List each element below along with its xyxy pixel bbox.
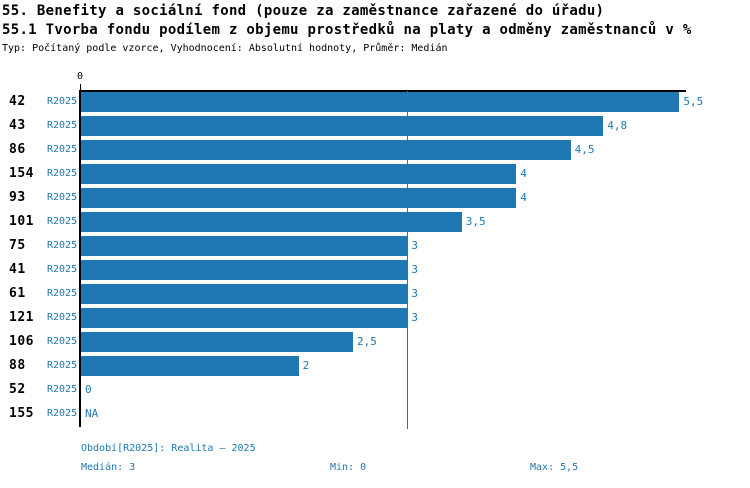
- value-bar: [81, 332, 353, 352]
- axis-top-line: [79, 90, 686, 92]
- value-bar: [81, 140, 571, 160]
- row-id-label: 42: [9, 94, 26, 109]
- row-id-label: 106: [9, 334, 34, 349]
- bar-value-label: 3: [411, 239, 419, 252]
- row-period-label: R2025: [47, 360, 78, 371]
- stat-median: Medián: 3: [81, 462, 136, 473]
- row-id-label: 121: [9, 310, 34, 325]
- row-period-label: R2025: [47, 96, 78, 107]
- row-id-label: 41: [9, 262, 26, 277]
- row-period-label: R2025: [47, 216, 78, 227]
- chart-row: 154 R2025 4: [0, 164, 750, 188]
- axis-vertical-line: [79, 90, 81, 427]
- row-id-label: 154: [9, 166, 34, 181]
- row-period-label: R2025: [47, 144, 78, 155]
- bar-value-label: 3: [411, 263, 419, 276]
- row-id-label: 52: [9, 382, 26, 397]
- axis-zero-tick-mark: [79, 84, 81, 90]
- bar-value-label: 2: [302, 359, 310, 372]
- bar-value-label: 4: [520, 167, 527, 180]
- value-bar: [81, 284, 408, 304]
- period-info: Období[R2025]: Realita – 2025: [81, 443, 256, 454]
- row-period-label: R2025: [47, 120, 78, 131]
- bar-value-label: 3: [411, 311, 419, 324]
- chart-row: 41 R2025 3: [0, 260, 750, 284]
- row-id-label: 88: [9, 358, 26, 373]
- stat-max: Max: 5,5: [530, 462, 579, 473]
- stat-min: Min: 0: [330, 462, 367, 473]
- row-id-label: 155: [9, 406, 34, 421]
- row-id-label: 43: [9, 118, 26, 133]
- row-period-label: R2025: [47, 336, 78, 347]
- chart-row: 42 R2025 5,5: [0, 92, 750, 116]
- value-bar: [81, 308, 408, 328]
- report-subtitle: 55.1 Tvorba fondu podílem z objemu prost…: [2, 22, 692, 38]
- value-bar: [81, 260, 408, 280]
- row-period-label: R2025: [47, 264, 78, 275]
- bar-value-label: 4: [520, 191, 527, 204]
- bar-value-label: 4,5: [574, 143, 595, 156]
- row-period-label: R2025: [47, 408, 78, 419]
- chart-row: 61 R2025 3: [0, 284, 750, 308]
- row-id-label: 93: [9, 190, 26, 205]
- bar-value-label: 3: [411, 287, 419, 300]
- chart-row: 88 R2025 2: [0, 356, 750, 380]
- bar-value-label: 0: [85, 383, 92, 396]
- value-bar: [81, 236, 408, 256]
- axis-zero-tick-label: 0: [76, 71, 84, 82]
- chart-row: 121 R2025 3: [0, 308, 750, 332]
- bar-value-label: 4,8: [607, 119, 628, 132]
- chart-row: 101 R2025 3,5: [0, 212, 750, 236]
- row-period-label: R2025: [47, 288, 78, 299]
- value-bar: [81, 356, 299, 376]
- report-title: 55. Benefity a sociální fond (pouze za z…: [2, 3, 605, 19]
- bar-value-label: 5,5: [683, 95, 704, 108]
- value-bar: [81, 116, 604, 136]
- row-period-label: R2025: [47, 312, 78, 323]
- value-bar: [81, 92, 680, 112]
- median-line: [406, 91, 409, 429]
- row-period-label: R2025: [47, 168, 78, 179]
- chart-row: 106 R2025 2,5: [0, 332, 750, 356]
- row-id-label: 61: [9, 286, 26, 301]
- bar-value-label: 2,5: [357, 335, 377, 348]
- row-period-label: R2025: [47, 192, 78, 203]
- chart-row: 43 R2025 4,8: [0, 116, 750, 140]
- chart-row: 52 R2025 0: [0, 380, 750, 404]
- row-id-label: 75: [9, 238, 26, 253]
- value-bar: [81, 188, 517, 208]
- chart-row: 75 R2025 3: [0, 236, 750, 260]
- bar-value-label: NA: [85, 407, 99, 420]
- bar-value-label: 3,5: [465, 215, 486, 228]
- report-meta-line: Typ: Počítaný podle vzorce, Vyhodnocení:…: [2, 43, 448, 54]
- row-period-label: R2025: [47, 384, 78, 395]
- row-period-label: R2025: [47, 240, 78, 251]
- value-bar: [81, 212, 462, 232]
- value-bar: [81, 164, 517, 184]
- chart-row: 93 R2025 4: [0, 188, 750, 212]
- chart-row: 155 R2025 NA: [0, 404, 750, 428]
- row-id-label: 86: [9, 142, 26, 157]
- row-id-label: 101: [9, 214, 34, 229]
- chart-row: 86 R2025 4,5: [0, 140, 750, 164]
